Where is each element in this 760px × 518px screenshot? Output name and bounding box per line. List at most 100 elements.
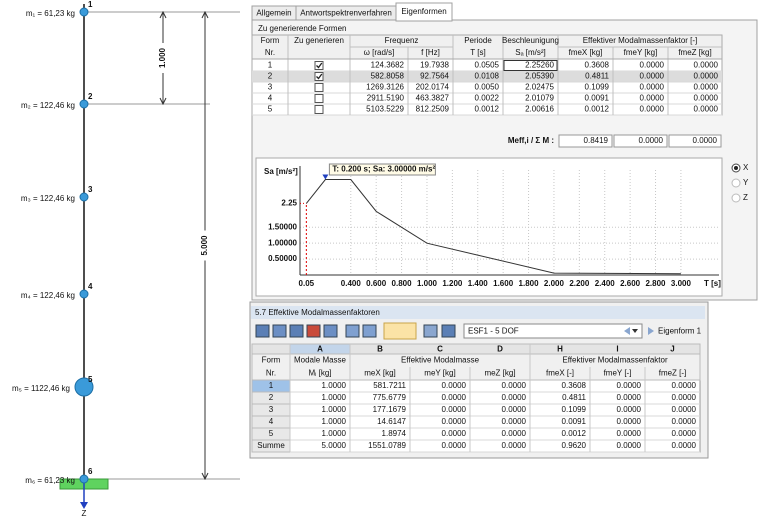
sum-label: Meff,i / Σ M :	[508, 136, 554, 145]
tooltip	[328, 163, 436, 176]
x-tick-label: 2.400	[595, 279, 616, 288]
cell: 0.0050	[475, 83, 500, 92]
next-button[interactable]	[648, 327, 654, 335]
checkbox[interactable]	[314, 83, 324, 92]
cell: 812.2509	[416, 105, 450, 114]
column-header: Mᵢ [kg]	[308, 369, 331, 378]
toolbar-button[interactable]	[345, 324, 360, 338]
node-number: 5	[88, 375, 93, 384]
column-header: fmeZ [kg]	[678, 48, 711, 57]
radio-button[interactable]	[731, 178, 741, 188]
cell: 2.02475	[525, 83, 554, 92]
checkbox[interactable]	[314, 61, 324, 70]
cell: 581.7211	[373, 381, 406, 390]
cell: 0.0000	[617, 405, 642, 414]
marker-x-label: 0.05	[299, 279, 315, 288]
cell: 0.0000	[502, 405, 527, 414]
cell: 177.1679	[373, 405, 407, 414]
mass-label: m₂ = 122,46 kg	[21, 101, 75, 110]
x-tick-label: 0.600	[366, 279, 387, 288]
case-dropdown[interactable]	[463, 323, 643, 339]
column-header: fmeY [-]	[604, 369, 632, 378]
radio-button[interactable]	[731, 193, 741, 203]
row-number: 4	[269, 417, 274, 426]
column-letter: I	[616, 345, 618, 354]
column-letter: B	[377, 345, 383, 354]
sum-box	[558, 134, 613, 148]
cell: 0.0000	[640, 61, 665, 70]
toolbar-button[interactable]	[441, 324, 456, 338]
row-number: 1	[268, 61, 273, 70]
cell: 5.0000	[322, 441, 347, 450]
y-tick-label: 1.00000	[268, 238, 297, 247]
cell: 0.0000	[502, 429, 527, 438]
group-title: Zu generierende Formen	[258, 24, 347, 33]
cell: 0.0000	[502, 393, 527, 402]
toolbar-button[interactable]	[255, 324, 270, 338]
checkbox[interactable]	[314, 105, 324, 114]
checkbox[interactable]	[314, 94, 324, 103]
x-tick-label: 1.400	[468, 279, 489, 288]
x-tick-label: 2.800	[645, 279, 666, 288]
cell: 1.0000	[322, 405, 347, 414]
mass-label: m₄ = 122,46 kg	[21, 291, 75, 300]
results-title: 5.7 Effektive Modalmassenfaktoren	[255, 308, 380, 317]
cell: 0.0000	[694, 61, 719, 70]
checkmark	[316, 73, 323, 80]
cell: 0.1099	[562, 405, 587, 414]
column-letter: A	[317, 345, 323, 354]
dimension-label: 5.000	[200, 235, 209, 256]
x-tick-label: 0.400	[341, 279, 362, 288]
cell: 0.0108	[475, 72, 500, 81]
cell: 1269.3126	[366, 83, 404, 92]
tab-label: Eigenformen	[401, 7, 446, 16]
row-header-title: Form	[262, 356, 281, 365]
node-number: 3	[88, 185, 93, 194]
toolbar-button-active[interactable]	[383, 322, 417, 340]
dimension-label-bg	[158, 43, 168, 73]
cell: 124.3682	[371, 61, 405, 70]
cell: 0.0022	[475, 94, 500, 103]
tab[interactable]	[395, 2, 453, 22]
cell: 0.0505	[475, 61, 500, 70]
cell: 19.7938	[420, 61, 449, 70]
dimension-label-bg	[200, 230, 210, 261]
prev-button[interactable]	[624, 327, 630, 335]
cell: 0.9620	[562, 441, 587, 450]
column-header: Periode	[464, 36, 492, 45]
group-header: Effektive Modalmasse	[401, 356, 480, 365]
cell: 2.01079	[525, 94, 554, 103]
checkbox[interactable]	[314, 72, 324, 81]
toolbar-button[interactable]	[362, 324, 377, 338]
column-header: meY [kg]	[424, 369, 455, 378]
column-header: meX [kg]	[364, 369, 396, 378]
cell: 0.0000	[617, 417, 642, 426]
sum-box	[668, 134, 722, 148]
node-number: 6	[88, 467, 93, 476]
column-header: fmeY [kg]	[624, 48, 658, 57]
x-axis-label: T [s]	[704, 279, 721, 288]
toolbar-button[interactable]	[272, 324, 287, 338]
toolbar-button[interactable]	[423, 324, 438, 338]
cell: 0.4811	[562, 393, 586, 402]
toolbar-button[interactable]	[289, 324, 304, 338]
axis-label: Z	[82, 509, 87, 518]
y-tick-label: 0.50000	[268, 254, 297, 263]
axis-arrowhead	[80, 502, 88, 509]
cell: 2.05390	[525, 72, 554, 81]
cell: 0.0012	[585, 105, 610, 114]
mass-label: m₃ = 122,46 kg	[21, 194, 75, 203]
toolbar-button[interactable]	[323, 324, 338, 338]
cell: 0.0000	[672, 429, 697, 438]
cell: 0.0012	[475, 105, 500, 114]
cell: 1551.0789	[368, 441, 406, 450]
row-number: 4	[268, 94, 273, 103]
cell: 0.0000	[640, 83, 665, 92]
toolbar-button[interactable]	[306, 324, 321, 338]
radio-label: Z	[743, 193, 748, 202]
dimension-arrow	[201, 10, 209, 481]
x-tick-label: 3.000	[671, 279, 692, 288]
column-letter: H	[557, 345, 563, 354]
sum-value: 0.8419	[584, 136, 609, 145]
cell: 0.0000	[442, 381, 467, 390]
